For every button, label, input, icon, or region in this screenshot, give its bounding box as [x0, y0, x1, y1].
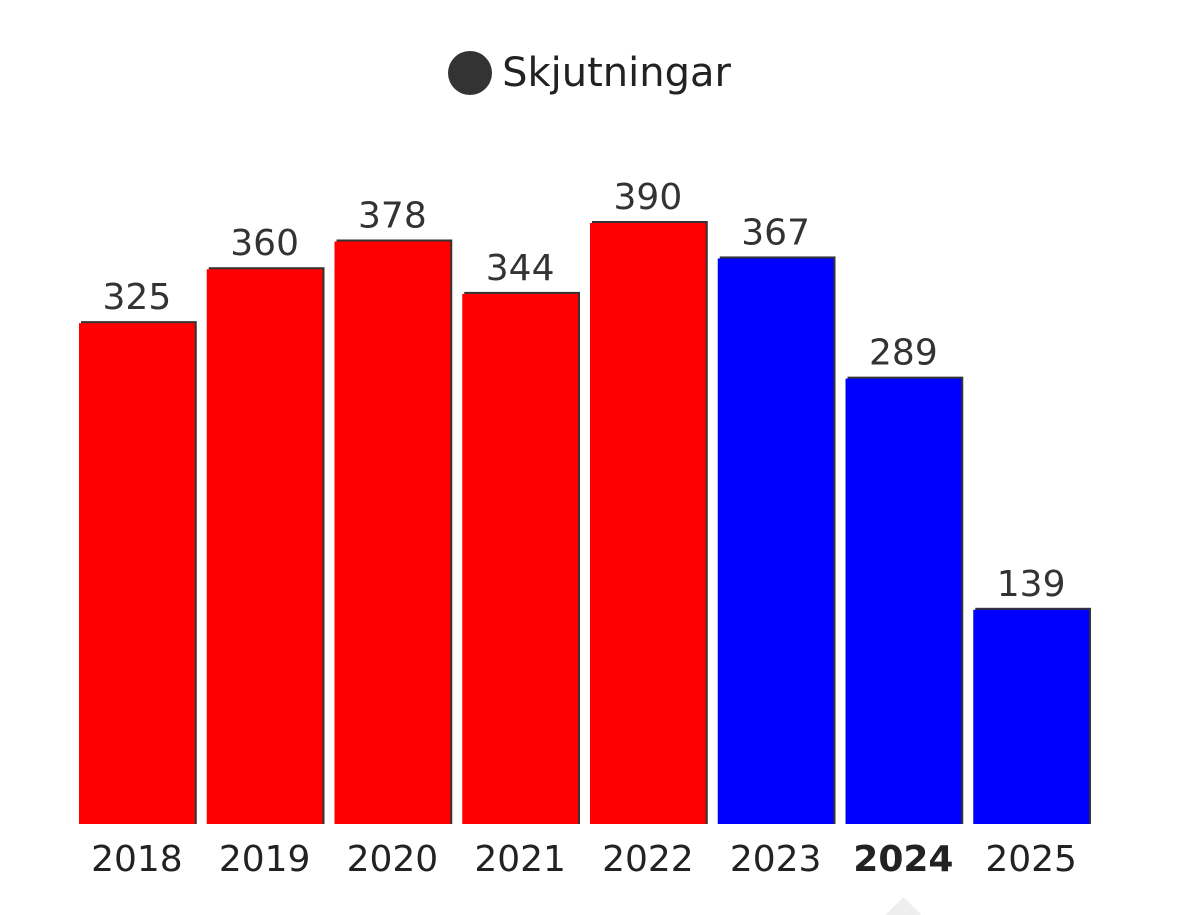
data-label-2022: 390 [614, 177, 683, 218]
bar-2018[interactable] [79, 323, 195, 824]
legend-label[interactable]: Skjutningar [502, 50, 731, 96]
bar-2021[interactable] [462, 293, 578, 824]
x-tick-label-2025[interactable]: 2025 [985, 839, 1077, 880]
bar-2020[interactable] [334, 241, 451, 824]
x-tick-label-2020[interactable]: 2020 [347, 839, 439, 880]
data-label-2023: 367 [741, 212, 810, 253]
data-label-2019: 360 [230, 223, 299, 264]
bar-2025[interactable] [973, 609, 1089, 824]
selected-pointer-icon [885, 897, 922, 915]
data-label-2021: 344 [486, 248, 555, 289]
x-tick-label-2019[interactable]: 2019 [219, 839, 311, 880]
bar-2022[interactable] [590, 223, 706, 824]
data-label-2025: 139 [997, 564, 1066, 605]
bar-2023[interactable] [717, 258, 834, 824]
data-label-2024: 289 [869, 333, 938, 374]
chart-legend: Skjutningar [0, 50, 1179, 96]
x-tick-label-2022[interactable]: 2022 [602, 839, 694, 880]
data-label-2020: 378 [358, 195, 427, 236]
bar-2024[interactable] [845, 378, 962, 824]
x-tick-label-2023[interactable]: 2023 [730, 839, 822, 880]
x-tick-label-2018[interactable]: 2018 [91, 839, 183, 880]
data-label-2018: 325 [103, 277, 172, 318]
x-tick-label-2021[interactable]: 2021 [474, 839, 566, 880]
bar-2019[interactable] [206, 269, 323, 824]
legend-dot-icon [448, 51, 493, 95]
x-tick-label-2024[interactable]: 2024 [853, 839, 953, 880]
